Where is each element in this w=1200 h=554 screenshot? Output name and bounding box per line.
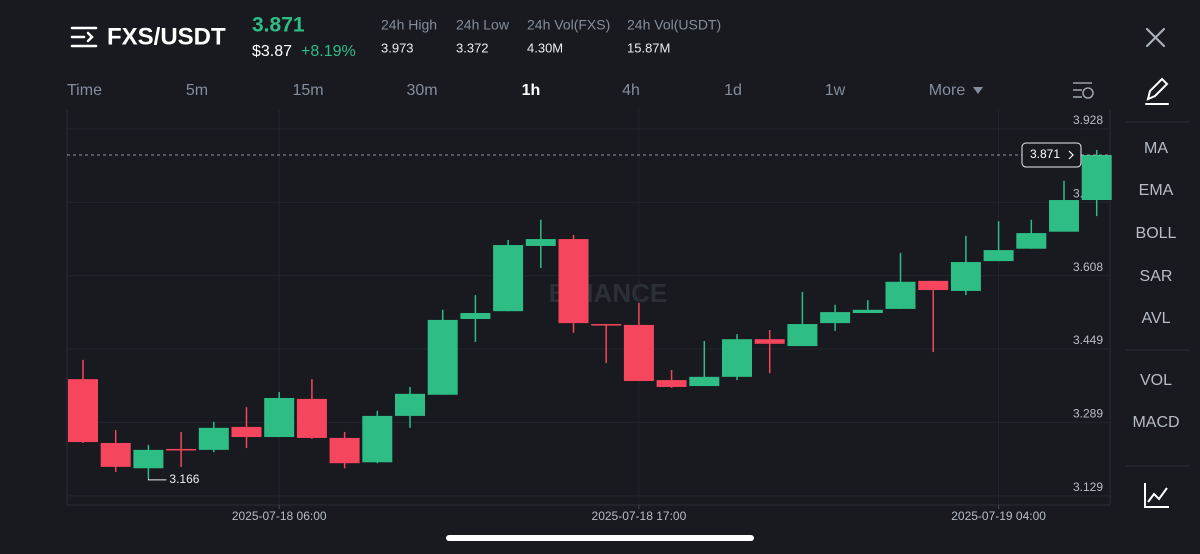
indicator-button[interactable]: AVL bbox=[1141, 310, 1170, 327]
interval-tab[interactable]: 15m bbox=[292, 82, 323, 99]
more-arrow bbox=[973, 87, 983, 94]
candle-body bbox=[918, 280, 949, 291]
indicator-button[interactable]: SAR bbox=[1140, 268, 1173, 285]
candle-body bbox=[983, 250, 1014, 262]
y-tick-label: 3.289 bbox=[1073, 406, 1103, 420]
price-change: +8.19% bbox=[301, 43, 356, 60]
last-price: 3.871 bbox=[252, 14, 305, 37]
x-tick-label: 2025-07-18 06:00 bbox=[232, 509, 327, 523]
interval-tab[interactable]: 1w bbox=[825, 82, 846, 99]
interval-tab[interactable]: Time bbox=[67, 82, 102, 99]
indicator-button[interactable]: VOL bbox=[1140, 372, 1172, 389]
candle-body bbox=[460, 313, 491, 319]
y-tick-label: 3.449 bbox=[1073, 333, 1103, 347]
candle-body bbox=[950, 262, 981, 291]
y-tick-label: 3.129 bbox=[1073, 480, 1103, 494]
candle-body bbox=[558, 239, 589, 324]
close-icon[interactable] bbox=[1145, 27, 1166, 48]
candle-body bbox=[689, 376, 720, 387]
candle-body bbox=[623, 324, 654, 381]
interval-tab[interactable]: 30m bbox=[406, 82, 437, 99]
stat-label: 24h Vol(FXS) bbox=[527, 17, 610, 33]
candle-body bbox=[329, 437, 360, 464]
candle-body bbox=[852, 309, 883, 314]
x-tick-label: 2025-07-19 04:00 bbox=[951, 509, 1046, 523]
interval-tab[interactable]: 1d bbox=[724, 82, 742, 99]
stat-label: 24h Vol(USDT) bbox=[627, 17, 721, 33]
last-price-arrow bbox=[1068, 150, 1074, 160]
y-tick-label: 3.608 bbox=[1073, 260, 1103, 274]
candle-body bbox=[1016, 233, 1047, 249]
stat-label: 24h High bbox=[381, 17, 437, 33]
indicator-button[interactable]: BOLL bbox=[1136, 225, 1177, 242]
candle-body bbox=[656, 380, 687, 387]
candle-body bbox=[362, 415, 393, 463]
candle-body bbox=[722, 339, 752, 377]
candle-body bbox=[754, 339, 785, 344]
candle-body bbox=[395, 393, 425, 416]
chart-settings-icon[interactable] bbox=[1073, 82, 1094, 99]
y-tick-label: 3.928 bbox=[1073, 113, 1103, 127]
candle-body bbox=[100, 442, 131, 467]
last-price-label: 3.871 bbox=[1030, 147, 1060, 161]
candle-body bbox=[427, 319, 458, 395]
candle-body bbox=[198, 427, 229, 450]
candle-body bbox=[264, 397, 295, 438]
stat-value: 4.30M bbox=[527, 40, 563, 55]
pair-name: FXS/USDT bbox=[107, 23, 226, 50]
draw-tool-icon[interactable] bbox=[1145, 77, 1169, 105]
candle-body bbox=[1081, 155, 1112, 201]
low-marker-label: 3.166 bbox=[169, 472, 199, 486]
candle-body bbox=[68, 379, 98, 443]
candle-body bbox=[493, 245, 524, 312]
interval-tab[interactable]: 1h bbox=[522, 82, 541, 99]
candle-body bbox=[231, 426, 262, 438]
candle-body bbox=[525, 239, 556, 246]
stat-value: 3.973 bbox=[381, 40, 414, 55]
candle-body bbox=[885, 281, 916, 309]
indicator-button[interactable]: MA bbox=[1144, 140, 1168, 157]
candle-body bbox=[133, 449, 164, 469]
chart-type-icon[interactable] bbox=[1144, 483, 1169, 508]
interval-tab[interactable]: 5m bbox=[186, 82, 208, 99]
interval-tab[interactable]: More bbox=[929, 82, 966, 99]
indicator-button[interactable]: EMA bbox=[1139, 182, 1174, 199]
stat-value: 15.87M bbox=[627, 40, 670, 55]
x-tick-label: 2025-07-18 17:00 bbox=[592, 509, 687, 523]
interval-tab[interactable]: 4h bbox=[622, 82, 640, 99]
candle-body bbox=[166, 448, 197, 451]
stat-value: 3.372 bbox=[456, 40, 489, 55]
last-price-box[interactable] bbox=[1021, 142, 1082, 168]
candle-body bbox=[296, 398, 327, 438]
stat-label: 24h Low bbox=[456, 17, 510, 33]
indicator-button[interactable]: MACD bbox=[1132, 414, 1179, 431]
low-marker-line bbox=[147, 478, 167, 481]
candle-body bbox=[787, 324, 818, 347]
usd-price: $3.87 bbox=[252, 43, 292, 60]
home-indicator bbox=[446, 535, 754, 541]
candle-body bbox=[820, 312, 851, 324]
candle-body bbox=[1049, 200, 1079, 232]
menu-icon[interactable] bbox=[70, 26, 98, 48]
candle-body bbox=[591, 324, 622, 326]
